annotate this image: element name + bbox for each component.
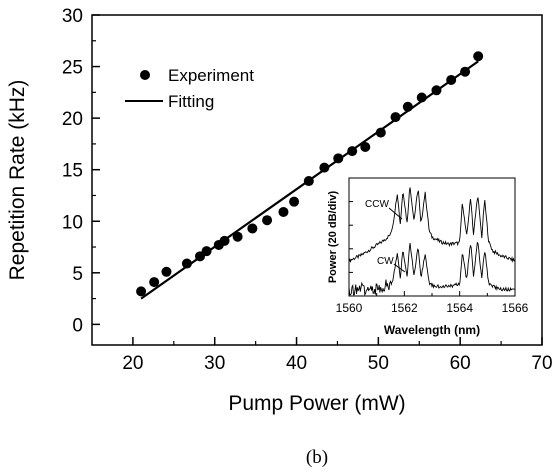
inset-ticks: [348, 201, 516, 296]
experiment-point: [360, 142, 371, 152]
experiment-point: [390, 112, 401, 123]
y-tick-label: 10: [62, 212, 83, 233]
experiment-point: [219, 235, 230, 246]
inset-annotation-ccw-arrow: [388, 207, 403, 220]
main-tick-labels: 20 30 40 50 60 70 0 5 10 15 20 25 30: [62, 6, 552, 374]
inset-annotation-cw: CW: [377, 256, 394, 267]
y-tick-label: 30: [62, 6, 83, 27]
inset-annotation-cw-arrow: [393, 263, 406, 273]
inset-x-tick-label: 1564: [446, 301, 473, 315]
experiment-points-layer: [136, 51, 484, 297]
experiment-point: [262, 215, 273, 226]
inset-plot-background: [345, 176, 517, 298]
inset-x-tick-label: 1566: [502, 301, 529, 315]
legend-marker-experiment: [140, 70, 150, 80]
y-tick-label: 15: [62, 161, 83, 182]
inset-trace-cw: [348, 241, 516, 297]
legend-label-experiment: Experiment: [168, 66, 254, 85]
x-tick-label: 50: [368, 353, 389, 374]
figure-caption: (b): [306, 447, 328, 468]
experiment-point: [136, 286, 147, 297]
y-tick-label: 0: [72, 315, 83, 336]
experiment-point: [161, 266, 172, 277]
inset-trace-ccw: [348, 187, 516, 263]
inset-annotation-ccw: CCW: [365, 199, 389, 210]
x-axis-label: Pump Power (mW): [228, 392, 405, 415]
experiment-point: [460, 66, 471, 77]
x-tick-label: 40: [286, 353, 307, 374]
inset-y-axis-label: Power (20 dB/div): [327, 191, 339, 284]
experiment-point: [201, 246, 212, 257]
experiment-point: [416, 92, 427, 103]
inset-x-axis-label: Wavelength (nm): [384, 323, 480, 337]
experiment-point: [375, 127, 386, 138]
experiment-point: [232, 231, 243, 242]
experiment-point: [431, 85, 442, 96]
main-ticks: [92, 14, 543, 345]
inset-tick-labels: 1560 1562 1564 1566: [336, 301, 529, 315]
experiment-point: [181, 258, 192, 269]
y-tick-label: 25: [62, 58, 83, 79]
experiment-point: [333, 153, 344, 164]
experiment-point: [402, 101, 413, 112]
main-chart: 20 30 40 50 60 70 0 5 10 15 20 25 30 Pump Power (mW)…: [6, 6, 552, 415]
experiment-point: [149, 277, 160, 288]
main-plot-frame: [91, 14, 543, 346]
x-tick-label: 20: [122, 353, 143, 374]
inset-x-tick-label: 1560: [336, 301, 363, 315]
x-tick-label: 70: [531, 353, 552, 374]
experiment-point: [247, 223, 258, 234]
experiment-point: [347, 146, 358, 157]
experiment-point: [473, 51, 484, 62]
inset-traces: [348, 187, 516, 297]
y-axis-label: Repetition Rate (kHz): [6, 80, 29, 281]
inset-x-tick-label: 1562: [391, 301, 418, 315]
y-tick-label: 20: [62, 109, 83, 130]
experiment-point: [289, 196, 300, 207]
x-tick-label: 60: [450, 353, 471, 374]
experiment-point: [278, 206, 289, 217]
experiment-point: [319, 162, 330, 173]
x-tick-label: 30: [204, 353, 225, 374]
experiment-point: [303, 176, 314, 187]
legend: Experiment Fitting: [125, 66, 254, 111]
y-tick-label: 5: [72, 264, 83, 285]
inset-chart: 1560 1562 1564 1566 CCW CW Wavelength (nm) …: [327, 176, 529, 337]
legend-label-fitting: Fitting: [168, 92, 214, 111]
experiment-point: [446, 74, 457, 85]
